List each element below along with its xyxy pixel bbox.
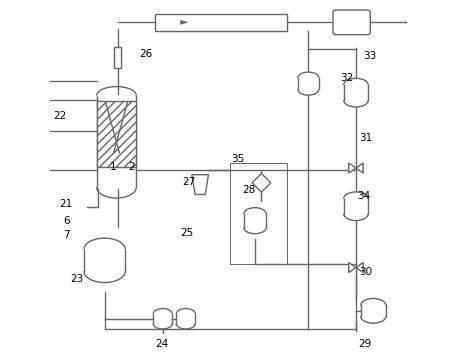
Text: 33: 33 [363, 51, 376, 60]
Text: 22: 22 [53, 111, 66, 121]
FancyBboxPatch shape [337, 192, 375, 220]
Polygon shape [252, 173, 271, 192]
FancyBboxPatch shape [354, 299, 393, 323]
Text: 25: 25 [180, 228, 194, 238]
FancyBboxPatch shape [337, 78, 375, 107]
Text: 7: 7 [63, 230, 70, 240]
Text: 32: 32 [340, 73, 353, 83]
Text: 29: 29 [358, 339, 371, 349]
Text: 26: 26 [139, 49, 152, 59]
Text: 23: 23 [71, 274, 83, 284]
Text: 34: 34 [357, 191, 370, 201]
Text: 31: 31 [360, 134, 373, 143]
Polygon shape [349, 163, 356, 173]
FancyBboxPatch shape [333, 10, 370, 35]
FancyBboxPatch shape [148, 308, 177, 329]
Polygon shape [192, 175, 208, 194]
FancyBboxPatch shape [72, 238, 137, 283]
Text: 30: 30 [360, 267, 373, 277]
FancyBboxPatch shape [292, 72, 325, 95]
Polygon shape [180, 20, 187, 24]
Polygon shape [356, 262, 363, 273]
Bar [114, 47, 121, 68]
FancyBboxPatch shape [238, 208, 273, 233]
Bar [97, 101, 136, 167]
Text: 6: 6 [63, 216, 70, 226]
Text: 35: 35 [231, 153, 244, 164]
Text: 24: 24 [155, 339, 169, 349]
Text: 2: 2 [128, 162, 135, 172]
Text: 28: 28 [243, 185, 256, 195]
Text: 1: 1 [110, 162, 117, 172]
Text: 21: 21 [59, 199, 72, 210]
FancyBboxPatch shape [171, 308, 200, 329]
Polygon shape [349, 262, 356, 273]
Bar [155, 14, 287, 31]
Polygon shape [356, 163, 363, 173]
Text: 27: 27 [182, 177, 196, 187]
